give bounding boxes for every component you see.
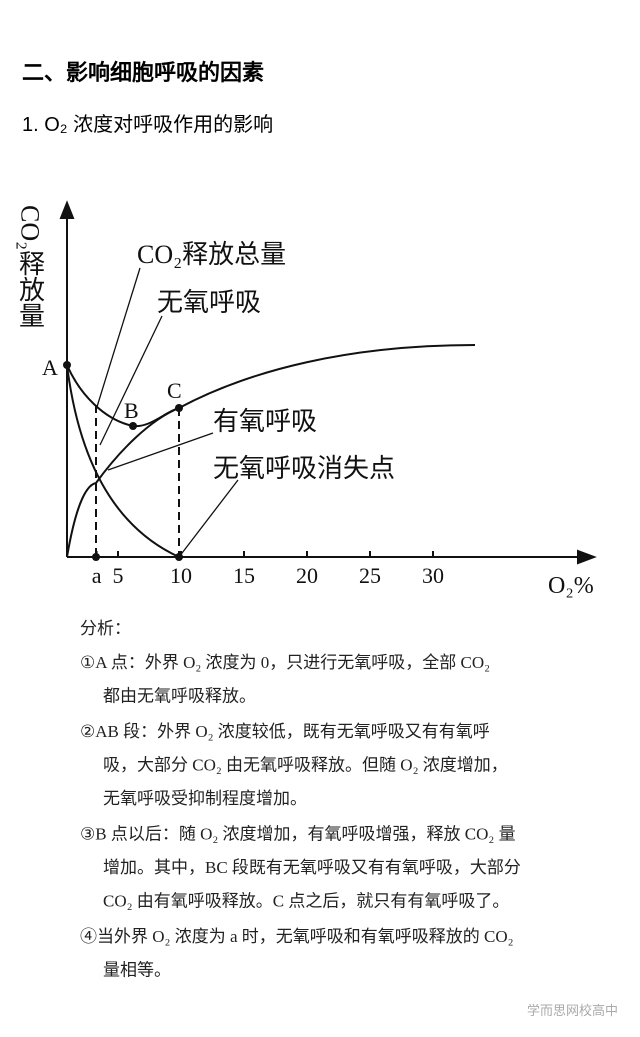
x-tick-label: a bbox=[92, 563, 102, 588]
label: 无氧呼吸 bbox=[157, 288, 261, 317]
analysis-title: 分析： bbox=[80, 619, 131, 638]
analysis-line: 吸，大部分 CO₂ 由无氧呼吸释放。但随 O₂ 浓度增加， bbox=[103, 756, 508, 775]
point-c bbox=[175, 404, 183, 412]
analysis-line: ④当外界 O₂ 浓度为 a 时，无氧呼吸和有氧呼吸释放的 CO₂ bbox=[80, 927, 514, 946]
analysis-line: ②AB 段：外界 O₂ 浓度较低，既有无氧呼吸又有有氧呼 bbox=[80, 722, 490, 741]
analysis-line: 量相等。 bbox=[103, 961, 171, 980]
point-a bbox=[63, 361, 71, 369]
x-axis-label: O₂% bbox=[548, 573, 594, 599]
analysis-line: CO₂ 由有氧呼吸释放。C 点之后，就只有有氧呼吸了。 bbox=[103, 892, 509, 911]
y-axis-label: CO₂释放量 bbox=[16, 205, 45, 328]
label: CO₂释放总量 bbox=[137, 240, 286, 269]
y-arrow bbox=[59, 200, 75, 219]
label: 有氧呼吸 bbox=[213, 407, 317, 436]
x-tick-label: 15 bbox=[233, 563, 255, 588]
point-b bbox=[129, 422, 137, 430]
chart bbox=[59, 200, 597, 565]
x-tick-label: 20 bbox=[296, 563, 318, 588]
analysis-line: 增加。其中，BC 段既有无氧呼吸又有有氧呼吸，大部分 bbox=[103, 858, 521, 877]
leader bbox=[99, 315, 163, 446]
leader bbox=[107, 432, 214, 471]
x-tick-label: 25 bbox=[359, 563, 381, 588]
label: B bbox=[124, 398, 139, 423]
x-arrow bbox=[577, 549, 597, 565]
aerobic-curve bbox=[66, 407, 180, 558]
heading: 二、影响细胞呼吸的因素 bbox=[22, 60, 264, 85]
leader bbox=[178, 479, 239, 558]
x-tick-label: 5 bbox=[113, 563, 124, 588]
analysis-line: ①A 点：外界 O₂ 浓度为 0，只进行无氧呼吸，全部 CO₂ bbox=[80, 653, 490, 672]
label: A bbox=[42, 355, 58, 380]
label: 无氧呼吸消失点 bbox=[213, 454, 395, 483]
analysis-line: 无氧呼吸受抑制程度增加。 bbox=[103, 789, 307, 808]
subheading: 1. O₂ 浓度对呼吸作用的影响 bbox=[22, 113, 273, 136]
label: C bbox=[167, 378, 182, 403]
leader bbox=[95, 267, 141, 411]
analysis-line: ③B 点以后：随 O₂ 浓度增加，有氧呼吸增强，释放 CO₂ 量 bbox=[80, 825, 516, 844]
x-tick-label: 10 bbox=[170, 563, 192, 588]
watermark: 学而思网校高中 bbox=[527, 1003, 618, 1018]
anaerobic-curve bbox=[66, 364, 180, 558]
analysis-line: 都由无氧呼吸释放。 bbox=[103, 687, 256, 706]
x-tick-label: 30 bbox=[422, 563, 444, 588]
